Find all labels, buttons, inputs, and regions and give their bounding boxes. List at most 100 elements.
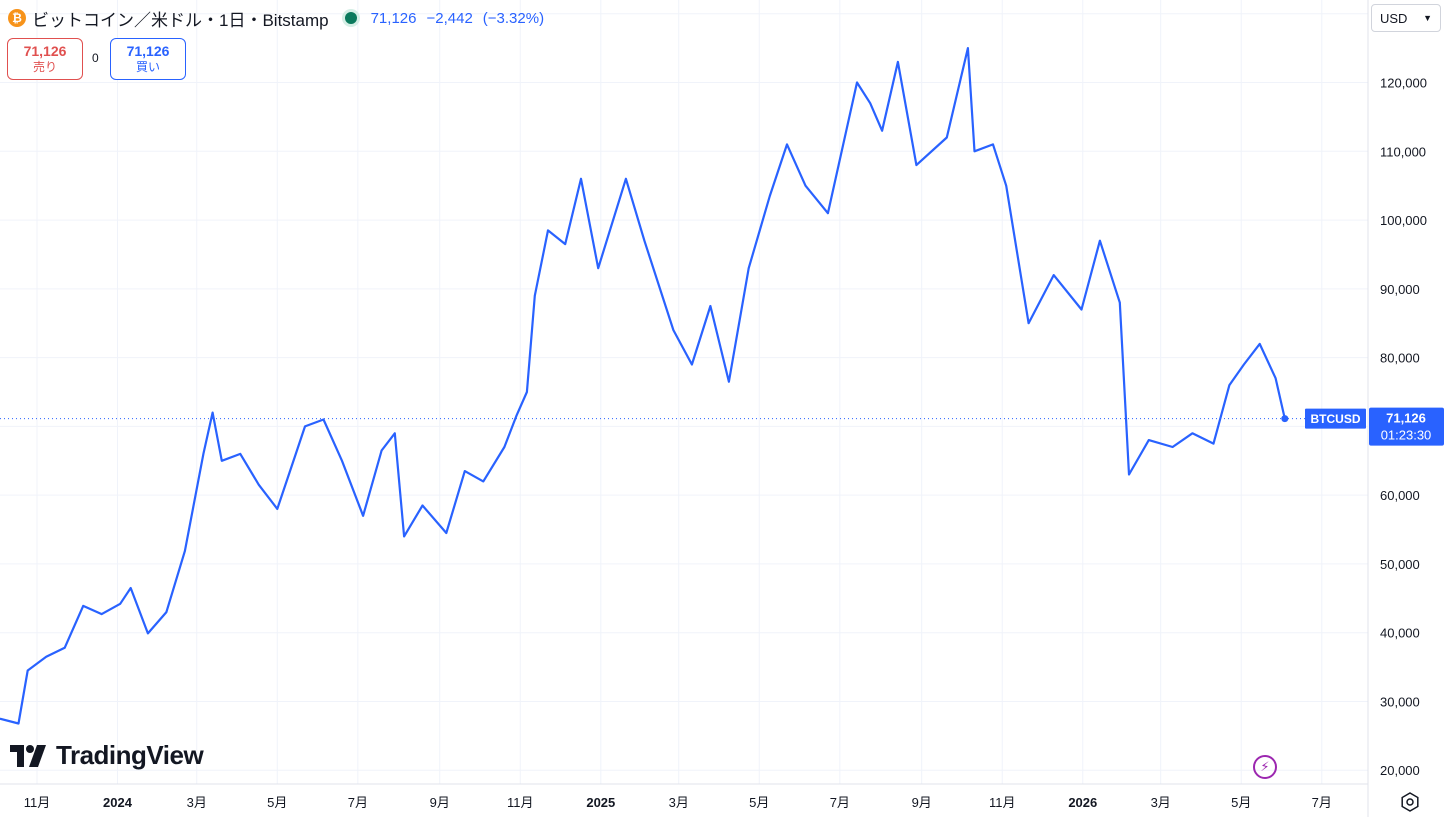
y-tick-label: 100,000 [1380, 213, 1427, 228]
x-tick-label: 11月 [507, 795, 534, 810]
price-point [1148, 439, 1150, 441]
symbol-header: ₿ ビットコイン／米ドル・1日・Bitstamp 71,126 −2,442 (… [8, 6, 544, 30]
price-point [45, 655, 48, 658]
price-point [1212, 442, 1215, 445]
price-point [1005, 184, 1007, 187]
x-tick-label: 3月 [187, 795, 207, 810]
time-axis[interactable]: 11月 2024 3月 5月 7月 9月 11月 2025 3月 5月 7月 9月 11月 2026 3月 5… [24, 795, 1332, 810]
price-point [211, 411, 214, 414]
price-point [304, 425, 306, 428]
price-point [341, 459, 343, 462]
price-point [17, 722, 20, 725]
price-point [709, 305, 712, 307]
price-point [747, 267, 750, 270]
y-tick-label: 90,000 [1380, 282, 1420, 297]
x-tick-label: 2025 [586, 795, 615, 810]
lightning-icon[interactable]: ⚡ [1253, 755, 1277, 779]
y-tick-label: 50,000 [1380, 557, 1420, 572]
price-point [276, 508, 279, 510]
price-series-line [0, 46, 1286, 725]
price-point [967, 47, 969, 49]
price-point [945, 136, 948, 139]
price-point [394, 432, 396, 435]
price-point [625, 178, 627, 180]
x-tick-label: 2024 [103, 795, 133, 810]
y-tick-label: 110,000 [1380, 144, 1426, 159]
price-axis[interactable]: 20,00030,00040,00050,00060,00070,00080,0… [1380, 7, 1427, 778]
x-tick-label: 9月 [912, 795, 932, 810]
x-tick-label: 7月 [830, 795, 850, 810]
price-point [445, 532, 448, 534]
chevron-down-icon: ▼ [1423, 13, 1432, 23]
price-point [672, 329, 675, 331]
y-tick-label: 60,000 [1380, 488, 1420, 503]
price-point [1228, 384, 1231, 386]
price-point [362, 514, 364, 517]
x-tick-label: 5月 [1231, 795, 1251, 810]
price-point [827, 212, 829, 214]
spread-value: 0 [92, 51, 99, 65]
price-point [1118, 301, 1121, 304]
price-point [973, 150, 976, 153]
price-point [869, 102, 871, 104]
logo-text: TradingView [56, 740, 204, 770]
price-point [728, 380, 730, 383]
price-point [915, 164, 918, 166]
settings-icon[interactable] [1398, 790, 1422, 814]
x-tick-label: 3月 [1151, 795, 1171, 810]
price-point [322, 418, 325, 421]
y-tick-label: 120,000 [1380, 76, 1427, 91]
tradingview-logo[interactable]: TradingView [10, 740, 204, 771]
price-point [856, 81, 858, 84]
price-point [100, 613, 103, 615]
price-point [1243, 363, 1245, 366]
price-point [1191, 432, 1194, 435]
y-tick-label: 80,000 [1380, 351, 1420, 366]
price-point [294, 453, 297, 455]
x-tick-label: 5月 [267, 795, 287, 810]
price-point [503, 446, 506, 448]
price-change: −2,442 [426, 9, 473, 27]
price-point [202, 453, 205, 455]
price-point [547, 229, 549, 232]
x-tick-label: 2026 [1068, 795, 1097, 810]
last-price-badge [1369, 407, 1444, 446]
currency-select[interactable]: USD ▼ [1371, 4, 1441, 32]
price-point [165, 611, 168, 613]
price-point [1258, 343, 1261, 345]
symbol-title[interactable]: ビットコイン／米ドル・1日・Bitstamp [32, 10, 329, 30]
price-point [421, 504, 424, 507]
price-point [1128, 473, 1130, 476]
buy-price: 71,126 [126, 43, 170, 59]
last-price: 71,126 [370, 9, 417, 27]
bitcoin-icon: ₿ [8, 9, 26, 27]
price-point [897, 61, 899, 63]
price-point [533, 294, 536, 297]
price-point [1274, 377, 1277, 380]
sell-price: 71,126 [23, 43, 67, 59]
buy-button[interactable]: 71,126 買い [110, 38, 186, 80]
symbol-badge-label: BTCUSD [1311, 412, 1361, 426]
last-price-badge-value: 71,126 [1386, 411, 1426, 426]
price-point [1099, 239, 1101, 242]
x-tick-label: 7月 [1312, 795, 1332, 810]
buy-label: 買い [135, 60, 160, 74]
price-point [63, 647, 66, 649]
y-tick-label: 20,000 [1380, 763, 1420, 778]
price-point [564, 243, 566, 245]
sell-button[interactable]: 71,126 売り [7, 38, 83, 80]
price-point [804, 184, 807, 187]
price-point [769, 195, 771, 197]
price-point [147, 632, 149, 635]
last-price-marker [1281, 415, 1289, 423]
currency-value: USD [1380, 10, 1408, 26]
x-tick-label: 9月 [430, 795, 450, 810]
price-point [526, 391, 528, 393]
price-point [258, 484, 260, 486]
price-point [1171, 446, 1174, 448]
x-tick-label: 11月 [24, 795, 51, 810]
price-point [1052, 274, 1055, 276]
price-point [221, 459, 223, 462]
price-point [239, 453, 242, 455]
